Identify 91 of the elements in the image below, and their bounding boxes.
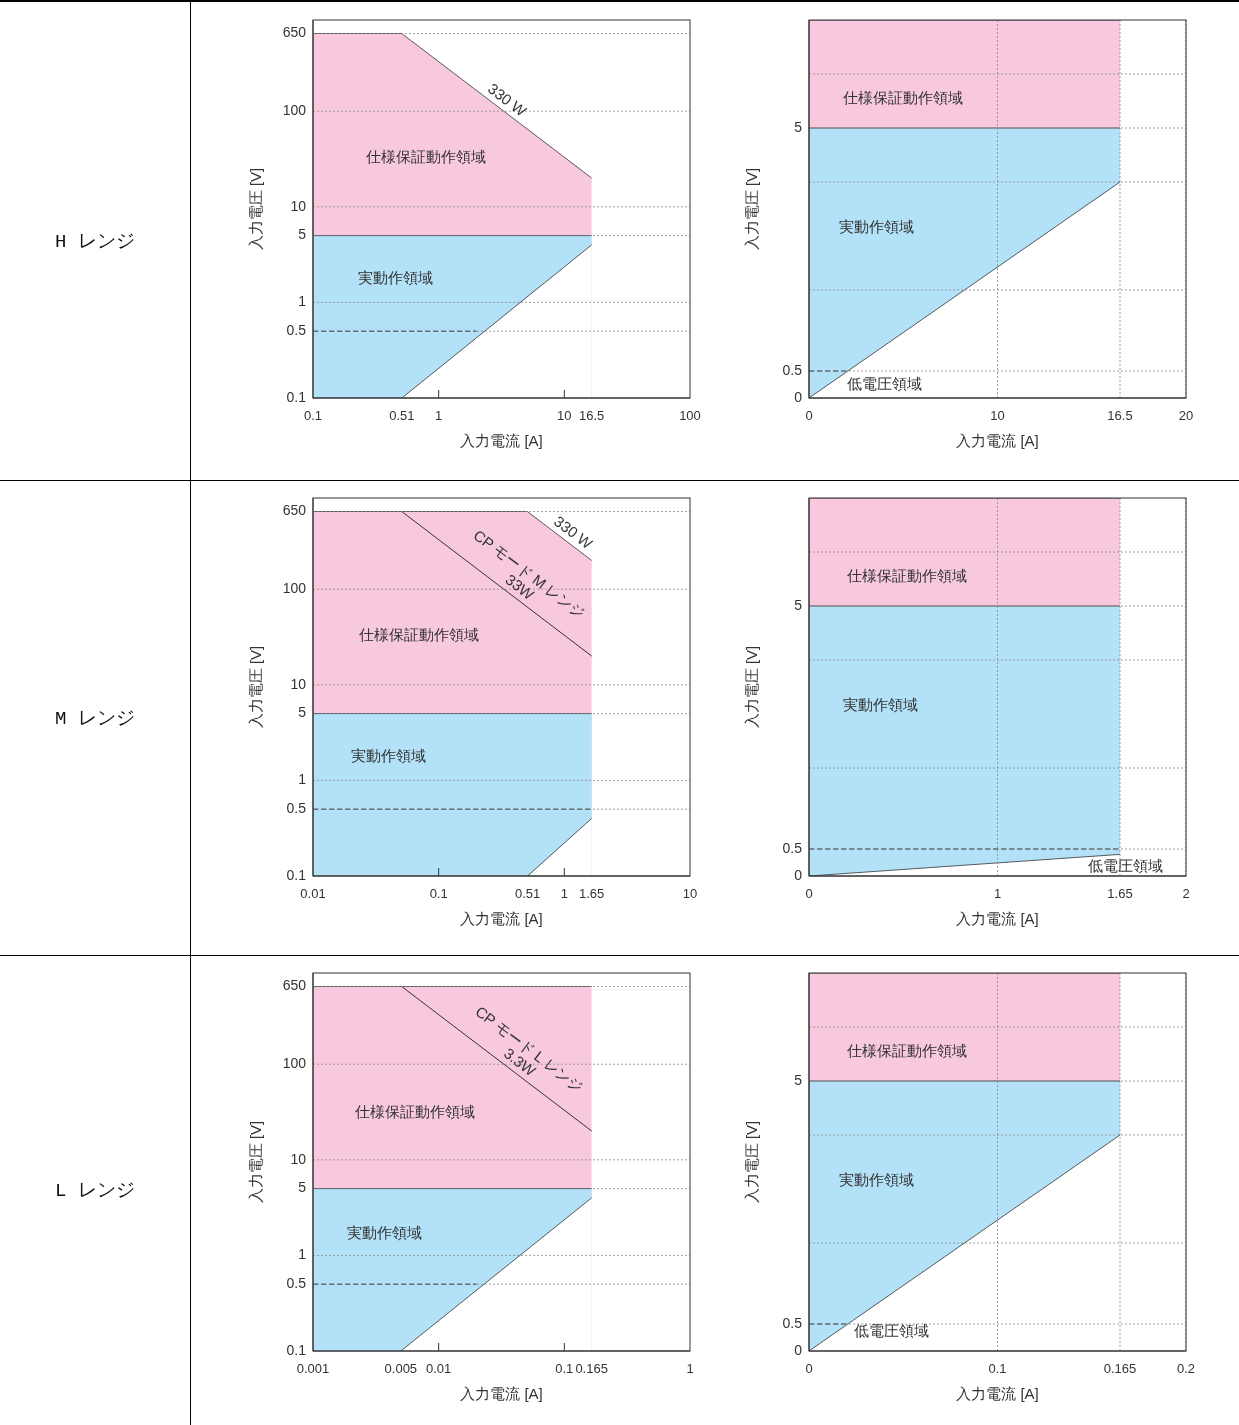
x-tick-label: 0.01 <box>300 886 326 901</box>
y-tick-label: 5 <box>794 1071 803 1088</box>
annotation: 実動作領域 <box>839 217 915 235</box>
x-tick-label: 10 <box>557 408 572 423</box>
y-tick-label: 10 <box>290 1150 307 1167</box>
y-axis-title: 入力電圧 [V] <box>742 167 760 251</box>
y-tick-label: 0 <box>794 1341 803 1358</box>
text: H レンジ <box>54 230 136 255</box>
x-tick-label: 0.51 <box>389 408 415 423</box>
annotation: 仕様保証動作領域 <box>353 1102 475 1120</box>
y-tick-label: 5 <box>298 226 307 243</box>
y-axis-title: 入力電圧 [V] <box>246 645 264 729</box>
y-tick-label: 650 <box>282 977 307 994</box>
y-tick-label: 650 <box>282 502 307 519</box>
text: L レンジ <box>54 1179 136 1204</box>
annotation: 仕様保証動作領域 <box>357 625 479 643</box>
x-tick-label: 0.1 <box>555 1361 574 1376</box>
annotation: 仕様保証動作領域 <box>842 89 964 107</box>
x-tick-label: 0.165 <box>1103 1361 1137 1376</box>
x-tick-label: 0.1 <box>429 886 448 901</box>
x-tick-label: 2 <box>1182 886 1190 901</box>
annotation: 低電圧領域 <box>846 374 922 392</box>
x-tick-label: 16.5 <box>579 408 605 423</box>
x-axis-title: 入力電流 [A] <box>956 1385 1039 1402</box>
y-tick-label: 0.5 <box>782 839 803 856</box>
x-tick-label: 0 <box>805 886 813 901</box>
x-tick-label: 10 <box>682 886 698 901</box>
y-tick-label: 0.5 <box>286 799 307 816</box>
annotation: 仕様保証動作領域 <box>846 567 968 585</box>
x-tick-label: 1 <box>560 886 568 901</box>
y-tick-label: 1 <box>298 1246 307 1263</box>
x-axis-title: 入力電流 [A] <box>460 432 543 449</box>
x-tick-label: 0.001 <box>296 1361 330 1376</box>
x-tick-label: 1.65 <box>1107 886 1133 901</box>
x-axis-title: 入力電流 [A] <box>460 1385 543 1402</box>
x-tick-label: 0.01 <box>426 1361 452 1376</box>
y-tick-label: 0.5 <box>782 361 803 378</box>
y-axis-title: 入力電圧 [V] <box>742 1120 760 1204</box>
y-tick-label: 10 <box>290 675 307 692</box>
y-tick-label: 5 <box>794 596 803 613</box>
y-tick-label: 5 <box>794 118 803 135</box>
annotation: 実動作領域 <box>350 746 426 764</box>
y-tick-label: 100 <box>282 579 307 596</box>
annotation: 330 W <box>485 79 531 121</box>
x-tick-label: 0.51 <box>514 886 541 901</box>
y-tick-label: 0.5 <box>286 321 307 338</box>
x-tick-label: 1 <box>686 1361 694 1376</box>
y-tick-label: 5 <box>298 1179 307 1196</box>
x-tick-label: 0 <box>805 1361 813 1376</box>
x-tick-label: 100 <box>679 408 701 423</box>
y-tick-label: 0.1 <box>286 388 307 405</box>
x-tick-label: 1 <box>435 408 443 423</box>
y-axis-title: 入力電圧 [V] <box>246 1120 264 1204</box>
y-tick-label: 100 <box>282 1054 307 1071</box>
annotation: 330 W <box>551 512 597 553</box>
x-tick-label: 1.65 <box>579 886 605 901</box>
x-tick-label: 0.2 <box>1176 1361 1196 1376</box>
y-tick-label: 5 <box>298 704 307 721</box>
annotation: 実動作領域 <box>347 1223 423 1241</box>
x-axis-title: 入力電流 [A] <box>956 432 1039 449</box>
y-tick-label: 10 <box>290 197 307 214</box>
x-tick-label: 20 <box>1178 408 1194 423</box>
y-tick-label: 0 <box>794 388 803 405</box>
y-tick-label: 100 <box>282 101 307 118</box>
y-tick-label: 0.1 <box>286 1341 307 1358</box>
y-axis-title: 入力電圧 [V] <box>742 645 760 729</box>
y-tick-label: 0 <box>794 866 803 883</box>
annotation: 低電圧領域 <box>1088 856 1164 874</box>
annotation: 仕様保証動作領域 <box>846 1042 968 1060</box>
x-tick-label: 0 <box>805 408 813 423</box>
x-tick-label: 10 <box>990 408 1005 423</box>
x-axis-title: 入力電流 [A] <box>460 910 543 927</box>
y-axis-title: 入力電圧 [V] <box>246 167 264 251</box>
x-tick-label: 0.005 <box>384 1361 418 1376</box>
y-tick-label: 0.5 <box>782 1314 803 1331</box>
x-tick-label: 0.1 <box>988 1361 1007 1376</box>
x-tick-label: 16.5 <box>1107 408 1133 423</box>
y-tick-label: 650 <box>282 24 307 41</box>
y-tick-label: 1 <box>298 771 307 788</box>
annotation: 実動作領域 <box>358 268 434 286</box>
text: M レンジ <box>54 706 136 732</box>
annotation: 低電圧領域 <box>854 1322 930 1340</box>
x-tick-label: 1 <box>993 886 1002 901</box>
x-axis-title: 入力電流 [A] <box>956 910 1039 927</box>
y-tick-label: 0.5 <box>286 1274 307 1291</box>
annotation: 実動作領域 <box>839 1170 915 1188</box>
y-tick-label: 1 <box>298 293 307 310</box>
annotation: 仕様保証動作領域 <box>365 147 487 165</box>
y-tick-label: 0.1 <box>286 866 307 883</box>
annotation: 実動作領域 <box>843 695 919 713</box>
x-tick-label: 0.165 <box>575 1361 608 1376</box>
